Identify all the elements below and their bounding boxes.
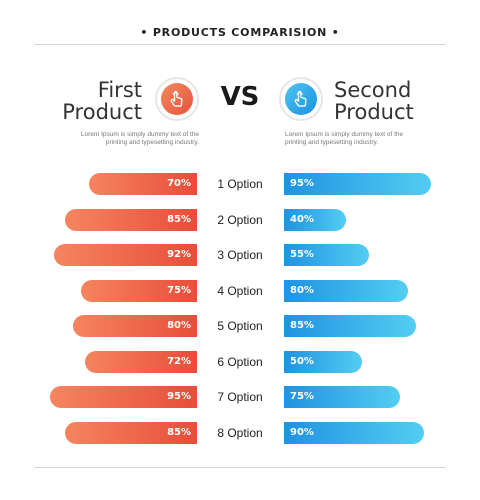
option-label: 5 Option (217, 319, 263, 333)
first-product-bar: 85% (65, 421, 197, 444)
first-product-bar: 80% (73, 315, 197, 337)
second-product-badge (279, 77, 323, 121)
option-label: 1 Option (217, 177, 263, 191)
second-product-bar: 55% (284, 244, 370, 266)
first-product-line2: Product (62, 100, 142, 124)
bottom-divider (34, 467, 446, 468)
option-label: 3 Option (217, 248, 263, 262)
second-product-bar: 40% (284, 208, 346, 231)
pointer-hand-icon (170, 90, 183, 107)
second-product-bar: 50% (284, 350, 362, 373)
vs-label: VS (220, 82, 260, 112)
comparison-row: 85% 2 Option 40% (0, 208, 480, 231)
comparison-row: 80% 5 Option 85% (0, 315, 480, 337)
chart-title: • PRODUCTS COMPARISION • (140, 26, 340, 39)
first-product-bar: 75% (80, 279, 197, 302)
second-product-bar: 85% (284, 315, 416, 337)
comparison-row: 92% 3 Option 55% (0, 244, 480, 266)
second-product-bar: 90% (284, 421, 424, 444)
comparison-row: 70% 1 Option 95% (0, 173, 480, 195)
first-product-line1: First (97, 78, 142, 102)
first-product-name: First Product (62, 79, 142, 123)
first-product-bar: 85% (65, 208, 197, 231)
comparison-row: 85% 8 Option 90% (0, 421, 480, 444)
first-product-bar: 70% (88, 173, 197, 195)
first-product-bar: 72% (85, 350, 197, 373)
option-label: 8 Option (217, 425, 263, 440)
option-label: 6 Option (217, 354, 263, 369)
second-product-line2: Product (334, 100, 414, 124)
second-product-line1: Second (334, 78, 412, 102)
first-product-badge (155, 77, 199, 121)
second-product-bar: 80% (284, 279, 408, 302)
first-product-bar: 95% (49, 386, 197, 408)
second-product-bar: 75% (284, 386, 401, 408)
second-product-name: Second Product (334, 79, 414, 123)
option-label: 2 Option (217, 212, 263, 227)
comparison-row: 72% 6 Option 50% (0, 350, 480, 373)
pointer-hand-icon (294, 90, 307, 107)
second-product-bar: 95% (284, 173, 432, 195)
second-product-description: Lorem Ipsum is simply dummy text of the … (285, 131, 404, 146)
top-divider (34, 44, 446, 45)
first-product-bar: 92% (54, 244, 197, 266)
option-label: 7 Option (217, 390, 263, 404)
first-product-description: Lorem Ipsum is simply dummy text of the … (80, 131, 199, 146)
option-label: 4 Option (217, 283, 263, 298)
comparison-row: 75% 4 Option 80% (0, 279, 480, 302)
comparison-row: 95% 7 Option 75% (0, 386, 480, 408)
